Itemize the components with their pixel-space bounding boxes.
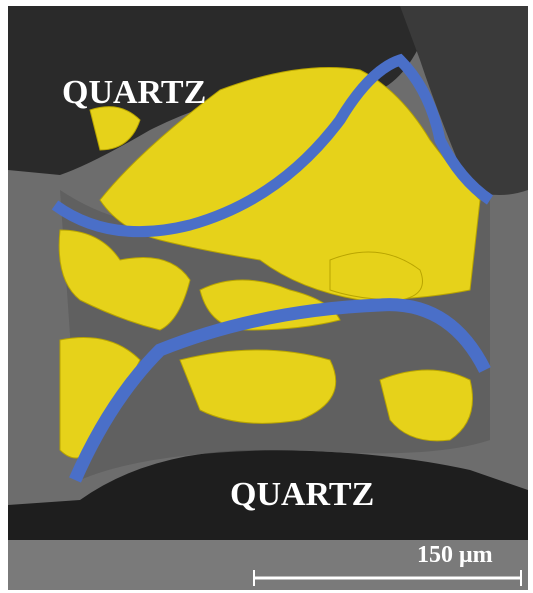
label: QUARTZ — [62, 74, 206, 111]
quartz-bottom — [8, 450, 528, 540]
yellow-phase — [58, 67, 481, 459]
blue-band — [69, 298, 491, 483]
yellow-blob — [329, 251, 423, 301]
yellow-blob — [89, 106, 141, 151]
yellow-blob — [58, 229, 191, 331]
label: QUARTZ — [230, 476, 374, 513]
base — [8, 540, 528, 590]
scale-bar-label: 150 μm — [417, 542, 493, 568]
blue-band — [51, 53, 494, 238]
yellow-blob — [379, 369, 473, 442]
yellow-blob — [179, 349, 337, 424]
quartz-top-right — [400, 6, 528, 195]
